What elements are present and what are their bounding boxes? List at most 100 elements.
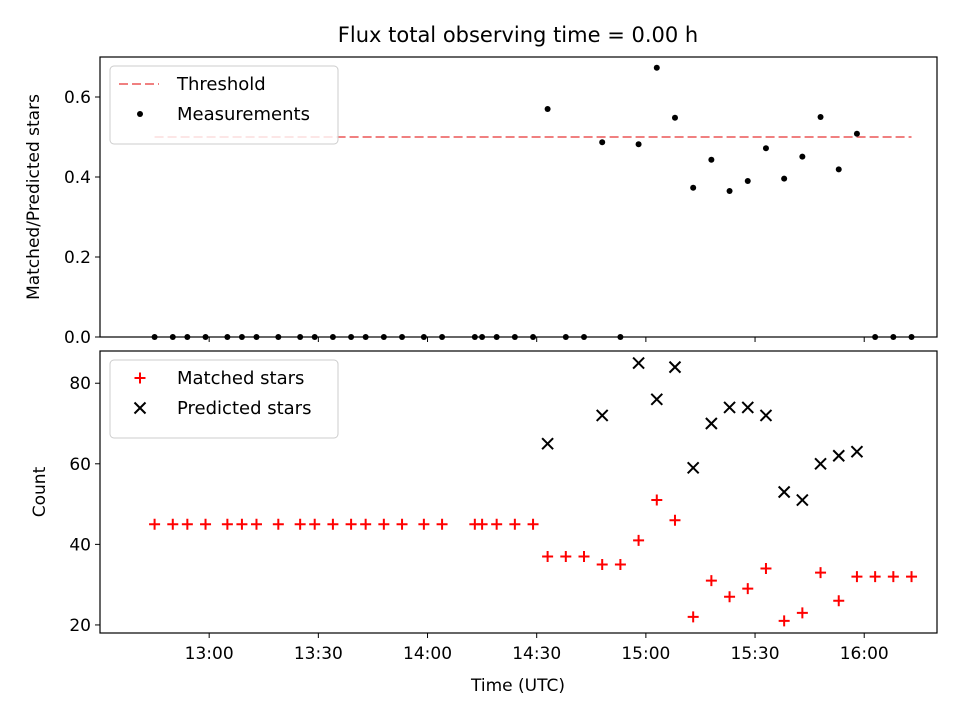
bottom-y-axis-label: Count	[30, 466, 50, 517]
matched-star-point	[614, 559, 626, 571]
bottom-y-tick-label: 80	[69, 374, 91, 394]
bottom-axes: 13:00 13:30 14:00 14:30 15:00 15:30 16:00 20 40 6…	[69, 350, 938, 664]
matched-star-point	[742, 583, 754, 595]
matched-star-point	[236, 518, 248, 530]
measurement-point	[169, 334, 176, 340]
top-y-tick-label: 0.0	[64, 328, 91, 348]
measurement-point	[530, 334, 537, 340]
predicted-star-point	[541, 437, 554, 450]
measurement-point	[799, 153, 806, 160]
measurement-point	[690, 184, 697, 191]
x-axis-label: Time (UTC)	[470, 676, 565, 696]
x-tick-label: 15:30	[731, 644, 780, 664]
matched-star-point	[476, 518, 488, 530]
measurement-point	[238, 334, 245, 340]
matched-star-point	[360, 518, 372, 530]
matched-star-point	[596, 559, 608, 571]
top-plot-frame	[99, 56, 938, 338]
bottom-legend-label: Predicted stars	[177, 398, 311, 419]
predicted-star-point	[850, 445, 864, 458]
top-legend-measurement-marker	[137, 111, 143, 117]
top-legend-label: Measurements	[177, 104, 310, 125]
measurement-point	[708, 156, 715, 163]
measurement-point	[599, 139, 606, 146]
predicted-star-point	[632, 356, 645, 370]
bottom-legend-box	[109, 359, 339, 439]
matched-star-point	[250, 518, 262, 530]
measurement-point	[635, 141, 642, 148]
matched-star-point	[436, 518, 448, 530]
bottom-legend-label: Matched stars	[177, 368, 304, 389]
predicted-star-point	[759, 409, 773, 422]
measurement-point	[581, 334, 588, 340]
bottom-y-tick-label: 40	[69, 535, 91, 555]
measurement-point	[544, 106, 551, 112]
measurement-point	[380, 334, 387, 340]
matched-star-point	[527, 518, 539, 530]
predicted-star-point	[668, 360, 682, 374]
matched-star-point	[796, 607, 808, 619]
x-tick-label: 16:00	[840, 644, 889, 664]
matched-star-point	[815, 567, 827, 579]
matched-star-point	[309, 518, 321, 530]
x-tick-label: 13:30	[294, 644, 343, 664]
predicted-star-point	[777, 485, 791, 499]
x-tick-label: 14:00	[403, 644, 452, 664]
top-y-tick-label: 0.6	[64, 88, 91, 108]
matched-star-point	[778, 615, 790, 627]
measurement-point	[653, 64, 660, 71]
measurement-point	[493, 334, 500, 340]
matched-star-point	[272, 518, 284, 530]
measurement-point	[311, 334, 318, 340]
x-tick-label: 15:00	[621, 644, 670, 664]
top-axes: 0.0 0.2 0.4 0.6 Threshold Measurements	[64, 56, 938, 348]
bottom-legend-predicted-marker	[133, 401, 147, 415]
matched-star-point	[167, 518, 179, 530]
measurement-point	[744, 178, 751, 184]
predicted-star-point	[723, 401, 736, 414]
measurement-point	[762, 145, 769, 152]
matched-star-point	[669, 514, 681, 526]
measurement-point	[202, 334, 209, 340]
matched-star-point	[578, 550, 590, 562]
measurement-point	[835, 166, 842, 173]
x-tick-label: 13:00	[185, 644, 234, 664]
predicted-star-point	[686, 461, 700, 475]
top-legend-label: Threshold	[176, 74, 266, 95]
measurement-point	[890, 334, 897, 340]
measurement-point	[151, 334, 158, 340]
matched-star-point	[509, 518, 521, 530]
matched-star-point	[651, 494, 663, 506]
matched-star-point	[181, 518, 193, 530]
predicted-star-point	[832, 449, 845, 462]
matched-star-point	[221, 518, 233, 530]
predicted-star-point	[741, 401, 754, 414]
measurement-point	[224, 334, 231, 340]
measurement-point	[726, 188, 733, 194]
matched-star-point	[294, 518, 306, 530]
top-y-tick-label: 0.2	[64, 248, 91, 268]
measurement-point	[562, 334, 569, 340]
top-y-axis-label: Matched/Predicted stars	[24, 94, 44, 300]
matched-star-point	[833, 595, 845, 607]
matched-star-point	[378, 518, 390, 530]
measurement-point	[297, 334, 304, 340]
x-tick-label: 14:30	[512, 644, 561, 664]
measurement-point	[872, 334, 879, 340]
top-legend-box	[109, 65, 339, 145]
bottom-legend-matched-marker	[134, 372, 146, 384]
matched-star-point	[869, 571, 881, 583]
measurement-point	[184, 334, 191, 340]
measurement-point	[479, 334, 486, 340]
matched-star-point	[906, 571, 918, 583]
matched-star-point	[633, 534, 645, 546]
measurement-point	[253, 334, 260, 340]
measurement-point	[275, 334, 282, 340]
measurement-point	[471, 334, 478, 340]
measurement-point	[781, 175, 788, 182]
matched-star-point	[200, 518, 212, 530]
predicted-star-point	[814, 457, 827, 471]
bottom-plot-frame	[99, 350, 938, 634]
measurement-point	[853, 130, 860, 137]
